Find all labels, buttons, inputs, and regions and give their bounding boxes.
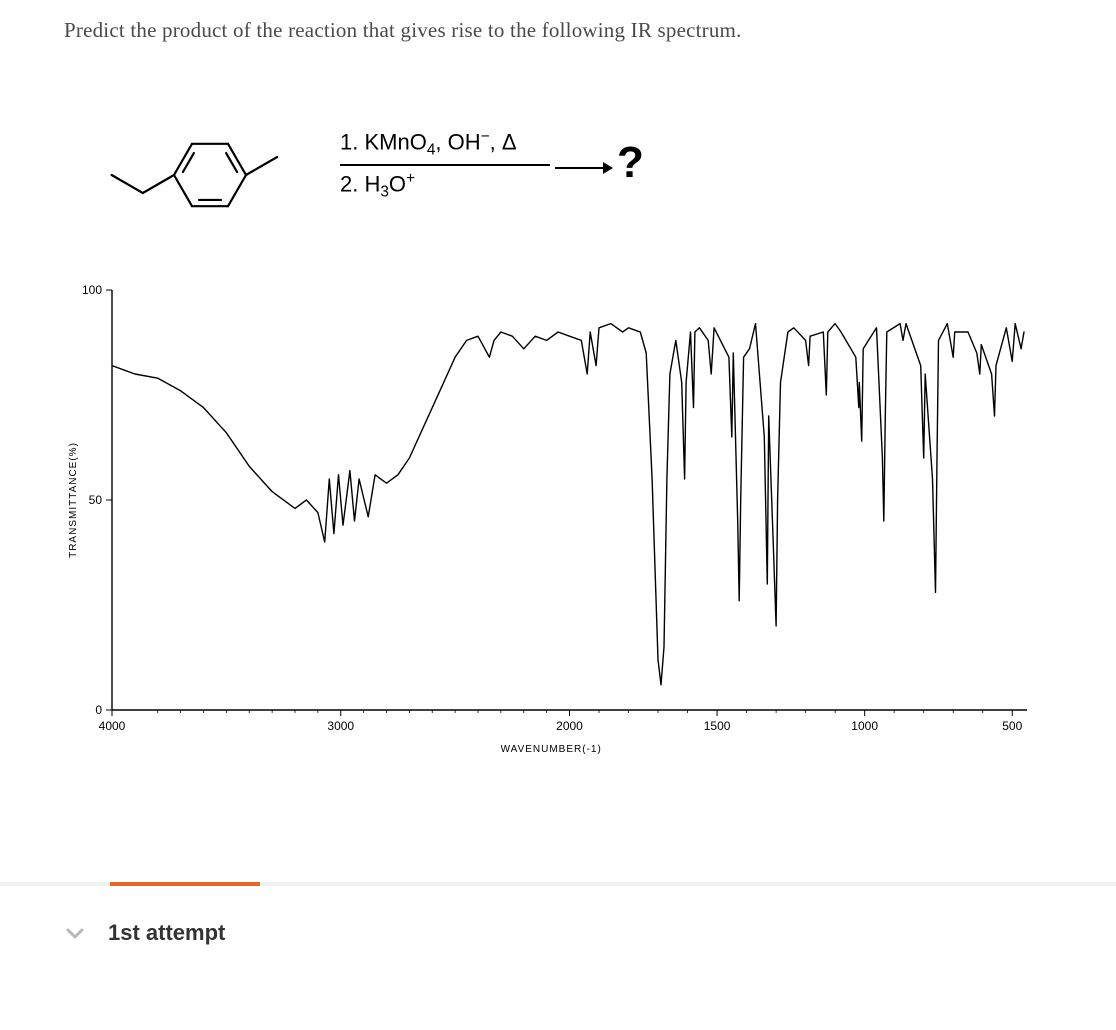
starting-material-structure [80,90,330,260]
reagent-divider [340,164,550,166]
svg-text:2000: 2000 [556,719,583,733]
ir-spectrum-svg: 0 50 100 4000 3000 2000 1500 1000 500 WAVENUMBER(… [62,280,1042,760]
chevron-down-icon [66,920,84,946]
svg-text:4000: 4000 [99,719,126,733]
svg-text:50: 50 [89,493,103,507]
svg-text:WAVENUMBER(-1): WAVENUMBER(-1) [501,744,602,755]
reagent-line-2: 2. H3O+ [340,170,550,202]
svg-text:TRANSMITTANCE(%): TRANSMITTANCE(%) [68,442,79,558]
svg-text:1500: 1500 [704,719,731,733]
attempt-label: 1st attempt [108,920,225,946]
svg-text:3000: 3000 [327,719,354,733]
question-text: Predict the product of the reaction that… [64,18,742,43]
progress-bar [0,870,1116,890]
reaction-arrow [555,158,615,178]
svg-text:0: 0 [95,703,102,717]
progress-fill [110,882,260,886]
reagent-conditions: 1. KMnO4, OH−, Δ 2. H3O+ [340,128,550,202]
ir-spectrum-chart: 0 50 100 4000 3000 2000 1500 1000 500 WAVENUMBER(… [62,280,1042,760]
svg-text:1000: 1000 [851,719,878,733]
attempt-toggle[interactable]: 1st attempt [66,920,225,946]
reagent-line-1: 1. KMnO4, OH−, Δ [340,128,550,160]
product-placeholder: ? [617,138,644,188]
svg-text:500: 500 [1002,719,1022,733]
svg-text:100: 100 [82,283,102,297]
reaction-scheme: 1. KMnO4, OH−, Δ 2. H3O+ ? [80,90,680,260]
